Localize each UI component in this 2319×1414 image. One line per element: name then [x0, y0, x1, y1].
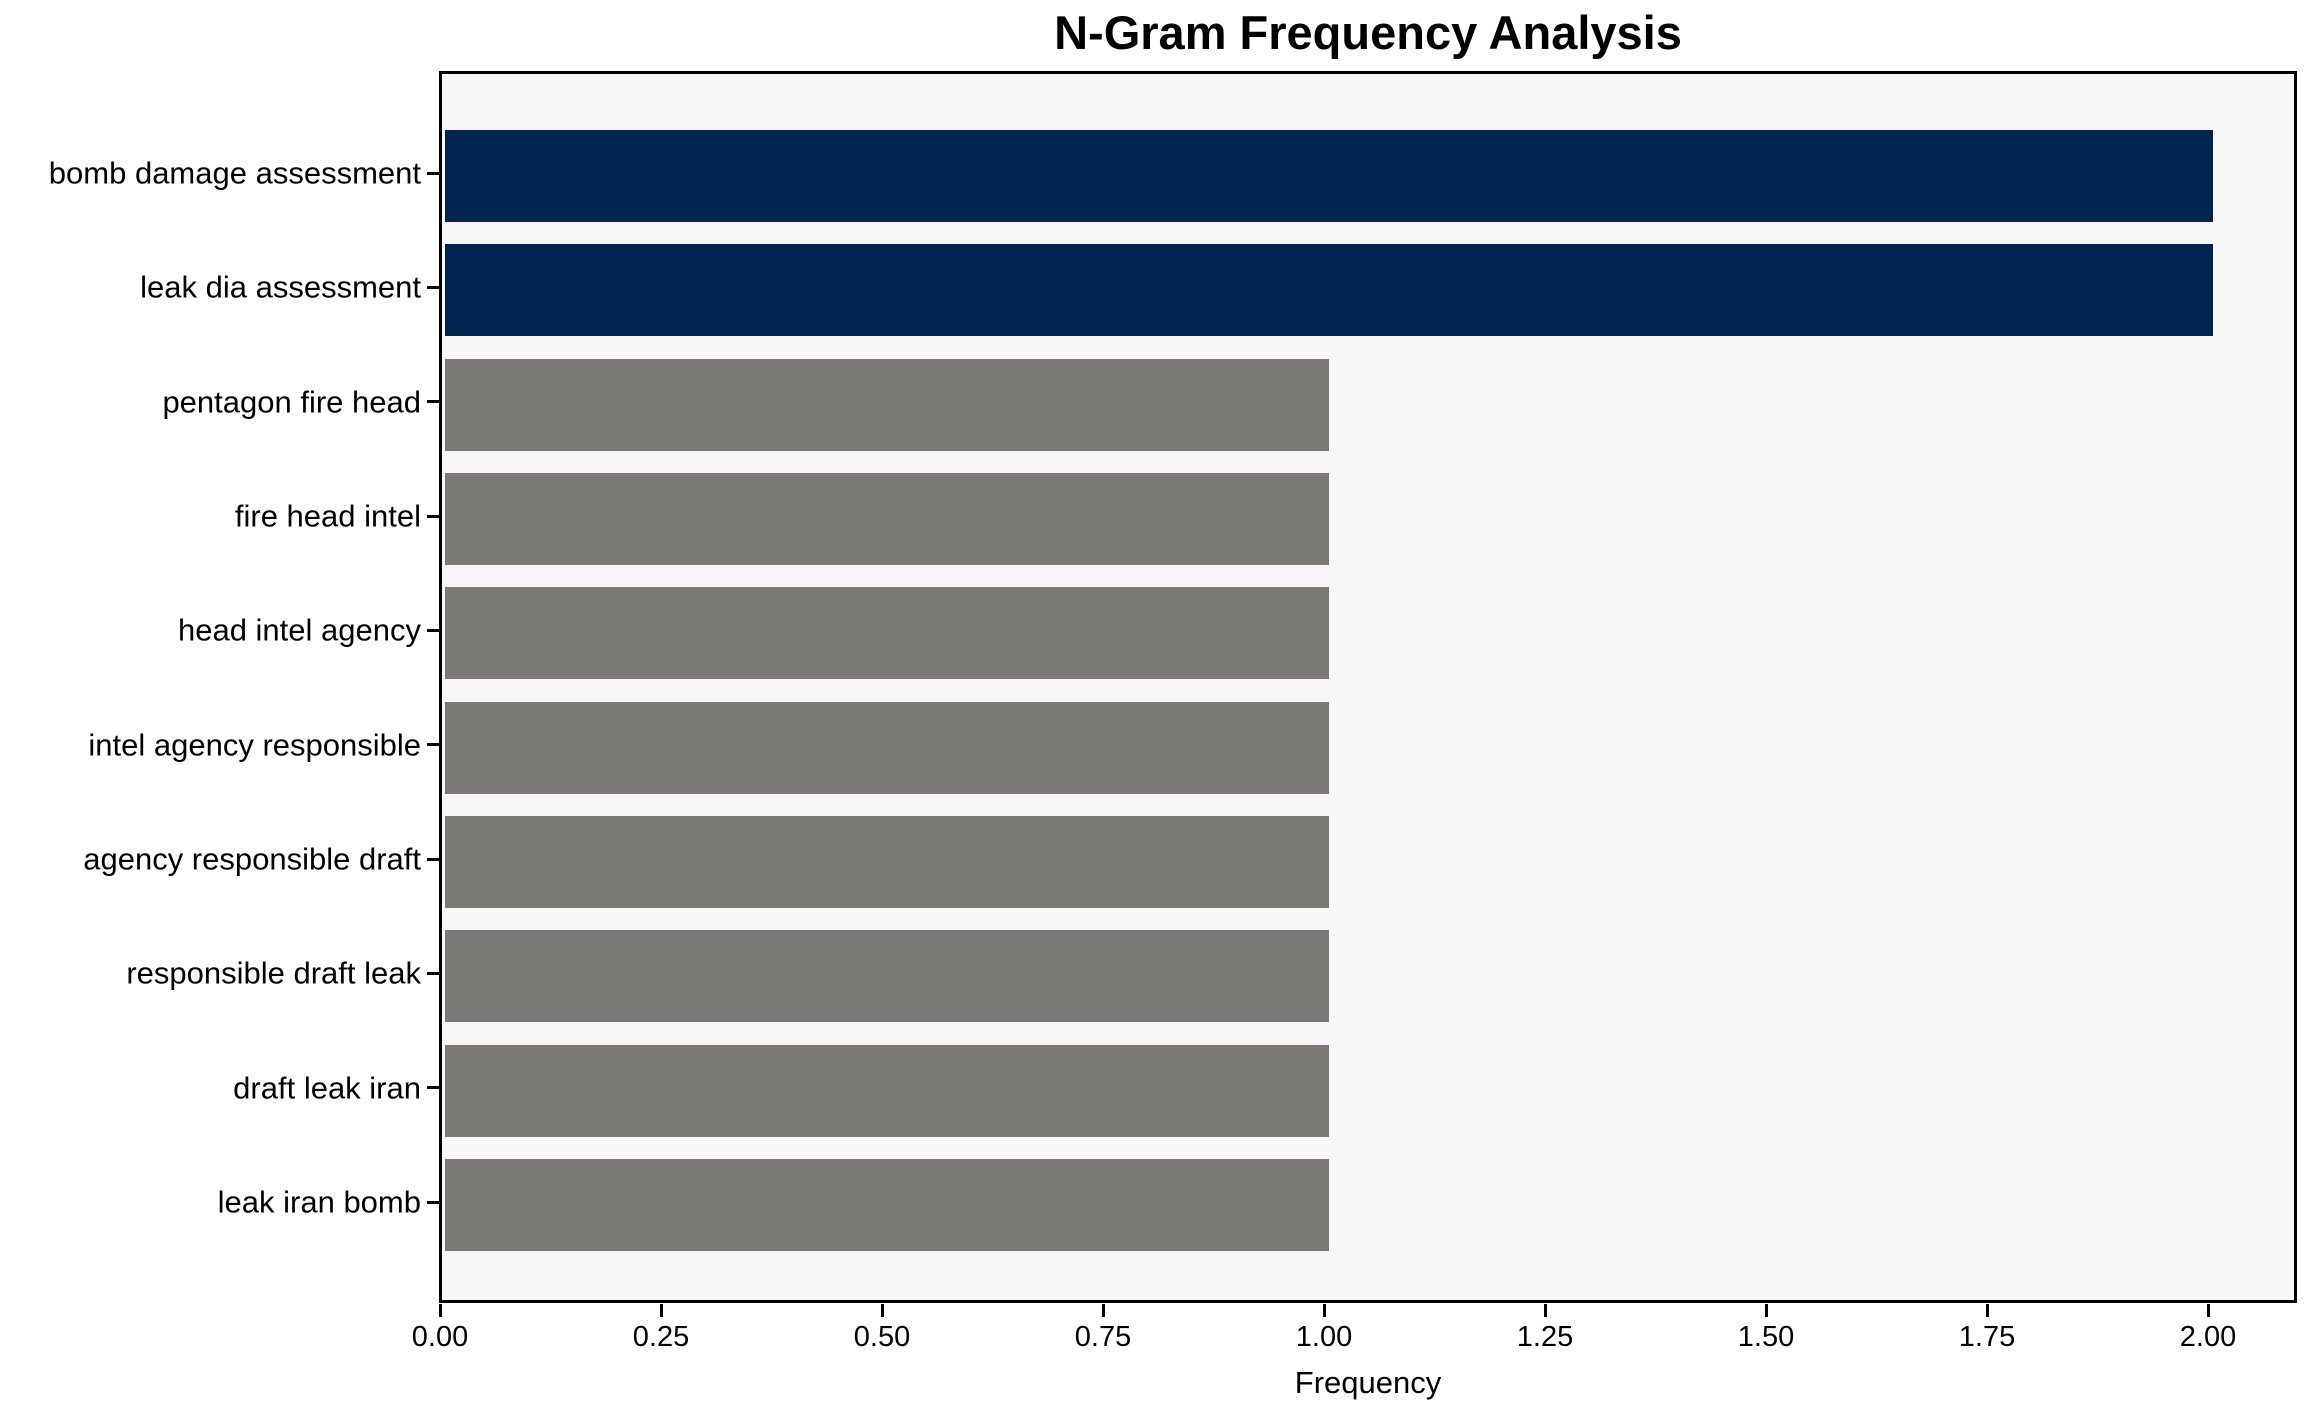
bar — [445, 130, 2213, 222]
y-tick-mark — [427, 400, 439, 404]
y-axis-label: responsible draft leak — [126, 955, 421, 991]
y-tick-mark — [427, 1200, 439, 1204]
x-tick-mark — [1101, 1304, 1105, 1317]
x-tick-label: 2.00 — [2179, 1321, 2237, 1353]
y-axis-label: leak dia assessment — [140, 269, 421, 305]
chart-title: N-Gram Frequency Analysis — [1054, 6, 1682, 59]
bars-container — [445, 77, 2291, 1297]
y-tick-mark — [427, 285, 439, 289]
x-tick-mark — [1322, 1304, 1326, 1317]
bar — [445, 473, 1329, 565]
x-tick-label: 0.75 — [1074, 1321, 1132, 1353]
x-tick-label: 0.00 — [411, 1321, 469, 1353]
y-axis-label: fire head intel — [234, 498, 421, 534]
y-axis-label: intel agency responsible — [88, 727, 421, 763]
x-tick-label: 1.75 — [1958, 1321, 2016, 1353]
y-axis-label: pentagon fire head — [162, 384, 421, 420]
y-axis-label: draft leak iran — [233, 1070, 421, 1106]
bar — [445, 816, 1329, 908]
y-tick-mark — [427, 857, 439, 861]
x-tick-label: 1.00 — [1295, 1321, 1353, 1353]
y-tick-mark — [427, 1086, 439, 1090]
x-tick-label: 0.25 — [632, 1321, 690, 1353]
x-tick-label: 1.50 — [1737, 1321, 1795, 1353]
x-tick-mark — [2206, 1304, 2210, 1317]
bar — [445, 358, 1329, 451]
y-axis-label: leak iran bomb — [217, 1184, 421, 1220]
y-tick-mark — [427, 628, 439, 632]
x-tick-label: 1.25 — [1516, 1321, 1574, 1353]
x-tick-mark — [880, 1304, 884, 1317]
x-tick-mark — [1543, 1304, 1547, 1317]
x-tick-mark — [438, 1304, 442, 1317]
x-tick-mark — [1985, 1304, 1989, 1317]
bar — [445, 1159, 1329, 1251]
y-tick-mark — [427, 514, 439, 518]
x-axis-title: Frequency — [1294, 1365, 1442, 1400]
bar — [445, 244, 2213, 337]
x-tick-label: 0.50 — [853, 1321, 911, 1353]
y-axis-label: agency responsible draft — [83, 841, 421, 877]
bar — [445, 587, 1329, 680]
x-tick-mark — [1764, 1304, 1768, 1317]
plot-area — [439, 71, 2297, 1303]
y-axis-label: bomb damage assessment — [48, 155, 421, 191]
y-tick-mark — [427, 171, 439, 175]
y-tick-mark — [427, 971, 439, 975]
bar — [445, 1044, 1329, 1137]
y-tick-mark — [427, 743, 439, 747]
x-tick-mark — [659, 1304, 663, 1317]
bar — [445, 930, 1329, 1023]
bar — [445, 701, 1329, 794]
y-axis-label: head intel agency — [177, 612, 421, 648]
